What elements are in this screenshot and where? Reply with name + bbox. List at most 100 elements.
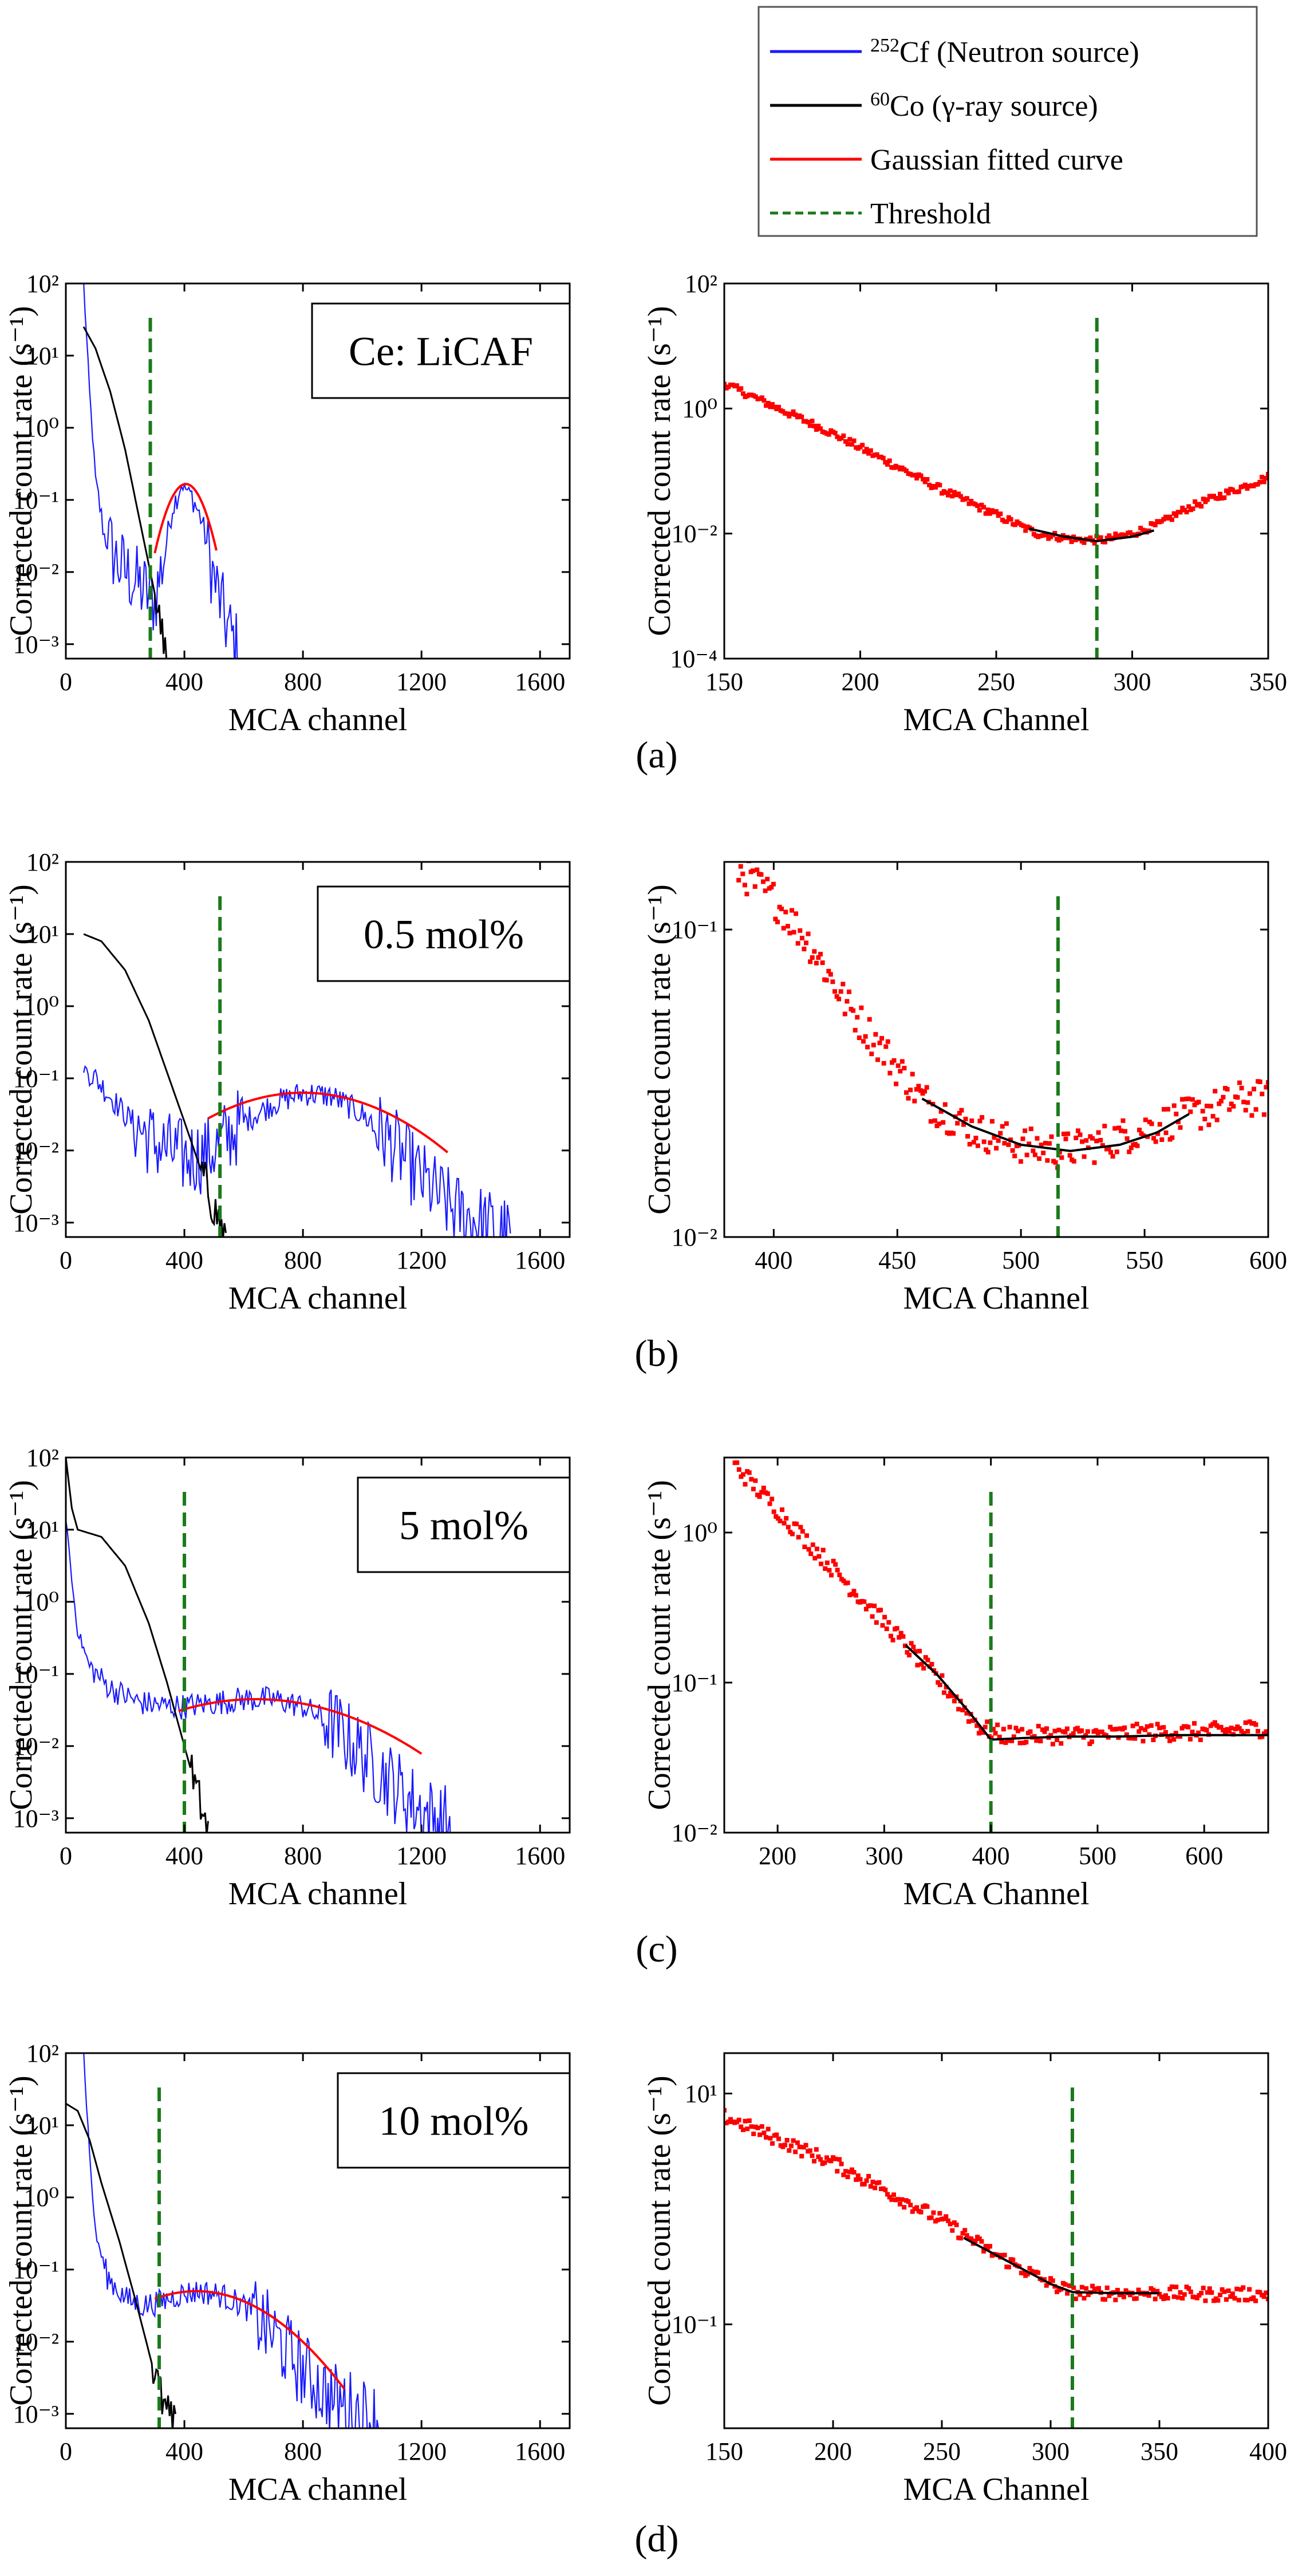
legend-label-1: 60Co (γ-ray source) [870, 89, 1098, 123]
gamma-spectrum-line [83, 933, 227, 1237]
data-point [1032, 1734, 1037, 1739]
annotation-box [311, 302, 571, 399]
data-point [894, 1626, 899, 1631]
data-point [1137, 1729, 1142, 1734]
data-point [1006, 1142, 1011, 1147]
y-tick-label: 10⁻³ [13, 631, 59, 659]
data-point [1155, 1722, 1160, 1727]
data-point [1069, 539, 1074, 544]
data-point [1110, 1154, 1115, 1159]
data-point [868, 2184, 873, 2189]
data-point [1153, 1139, 1158, 1144]
data-point [1025, 2271, 1030, 2276]
data-point [1007, 1724, 1012, 1730]
data-point [942, 1690, 946, 1695]
data-point [827, 1567, 832, 1573]
y-tick-label: 10⁻² [13, 1732, 59, 1760]
data-point [818, 426, 823, 431]
data-point [1104, 2285, 1110, 2290]
data-point [1059, 537, 1064, 542]
y-tick-label: 10² [26, 270, 59, 298]
data-point [1175, 1119, 1181, 1124]
data-point [1216, 2298, 1221, 2303]
data-point [1128, 1145, 1134, 1151]
x-tick-label: 400 [755, 1246, 792, 1274]
data-point [937, 1121, 942, 1126]
data-point [847, 989, 851, 994]
plot-area [724, 381, 1268, 546]
data-point [1092, 541, 1097, 546]
data-point [1182, 2292, 1187, 2297]
data-point [954, 2222, 959, 2227]
data-point [1264, 476, 1268, 480]
legend-text-3: Threshold [870, 198, 991, 230]
data-point [1012, 1153, 1017, 1159]
data-point [870, 2179, 875, 2184]
data-point [736, 877, 741, 883]
data-point [1228, 2294, 1233, 2299]
data-point [936, 1680, 941, 1685]
data-point [795, 2140, 800, 2145]
data-point [1202, 1117, 1208, 1121]
data-point [1064, 1726, 1070, 1731]
data-point [1264, 1085, 1268, 1090]
data-point [735, 849, 739, 854]
data-point [985, 1149, 991, 1155]
y-tick-label: 10¹ [26, 342, 59, 370]
data-point [1114, 1727, 1119, 1732]
data-point [1116, 1125, 1122, 1131]
data-point [1149, 1723, 1154, 1728]
data-point [1151, 1738, 1156, 1742]
data-point [841, 433, 846, 438]
data-point [1065, 2291, 1070, 2296]
data-point [1052, 531, 1057, 536]
data-point [958, 494, 963, 499]
data-point [775, 1516, 780, 1521]
data-point [1100, 1143, 1105, 1148]
data-point [937, 2211, 942, 2216]
data-point [860, 443, 865, 448]
data-point [1146, 2293, 1151, 2298]
data-point [1018, 1159, 1023, 1164]
data-point [859, 1005, 864, 1010]
data-point [1052, 1728, 1057, 1734]
data-point [998, 511, 1003, 517]
data-point [1096, 2286, 1101, 2291]
data-point [927, 482, 932, 487]
data-point [1083, 1733, 1088, 1738]
data-point [1226, 2288, 1231, 2293]
data-point [818, 2157, 823, 2162]
data-point [1175, 2295, 1181, 2300]
gamma-spectrum-line [66, 2102, 176, 2428]
data-point [808, 1551, 814, 1557]
data-point [783, 909, 788, 915]
data-point [755, 2125, 760, 2130]
data-point [960, 1707, 965, 1712]
data-point [1205, 497, 1210, 502]
data-point [1252, 1086, 1256, 1092]
data-point [831, 1558, 836, 1563]
data-point [753, 394, 758, 399]
data-points [735, 849, 1268, 1170]
data-point [776, 2136, 781, 2141]
data-point [751, 868, 756, 873]
y-tick-label: 10⁻¹ [13, 2256, 59, 2284]
y-axis-label: Corrected count rate (s⁻¹) [642, 306, 677, 636]
data-point [814, 1546, 819, 1551]
polynomial-fit-line [905, 1644, 1268, 1741]
data-point [1163, 1130, 1169, 1135]
x-tick-label: 300 [1114, 668, 1151, 696]
data-point [877, 1041, 882, 1046]
data-point [1213, 1089, 1218, 1094]
data-point [787, 931, 792, 936]
x-tick-label: 400 [165, 2437, 203, 2465]
data-point [768, 404, 773, 409]
data-point [849, 1592, 854, 1597]
data-point [788, 2143, 794, 2148]
y-axis-label: Corrected count rate (s⁻¹) [642, 884, 677, 1215]
gaussian-fit-line [178, 1698, 423, 1755]
data-point [1266, 1729, 1268, 1734]
data-point [1257, 479, 1262, 485]
y-tick-label: 10⁻¹ [13, 1065, 59, 1093]
x-tick-label: 300 [1032, 2437, 1070, 2465]
